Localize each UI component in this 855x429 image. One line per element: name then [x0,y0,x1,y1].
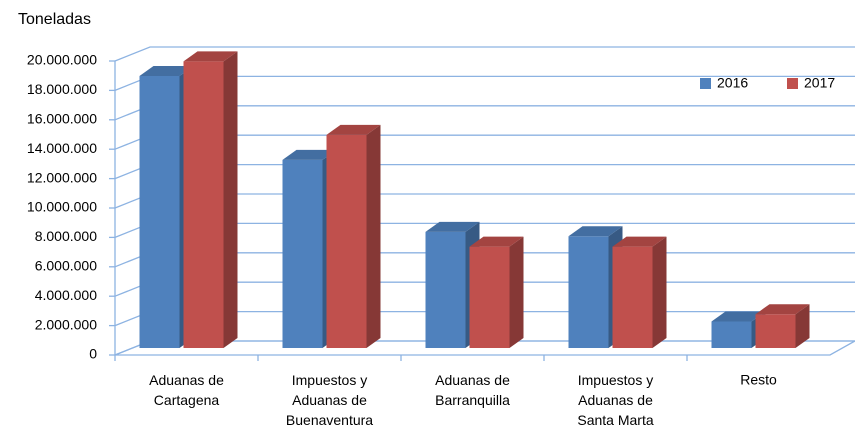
bar-top [755,304,810,315]
bar-top [425,221,480,232]
bar-side [795,304,810,348]
bar [755,304,810,348]
y-tick-label: 14.000.000 [27,140,97,156]
bar [183,51,238,348]
bar-top [469,236,524,247]
y-tick-label: 0 [89,346,97,362]
legend-label: 2017 [804,75,835,91]
bar-top [711,311,766,322]
y-tick-label: 4.000.000 [35,287,97,303]
x-tick-label: Resto [740,372,777,388]
bar-top [326,124,381,135]
y-tick-label: 18.000.000 [27,81,97,97]
bar-front [469,246,510,348]
y-axis-label: Toneladas [18,11,91,28]
bar-top [183,51,238,62]
bar-front [183,61,224,348]
bar-front [711,321,752,348]
x-tick-label: Aduanas de Cartagena [149,372,224,408]
legend-swatch [700,78,711,89]
y-tick-label: 12.000.000 [27,169,97,185]
bar [612,236,667,348]
bar-front [425,231,466,348]
bar-front [139,76,180,349]
bar-front [326,134,367,348]
y-tick-label: 16.000.000 [27,111,97,127]
bar-top [612,236,667,247]
y-tick-label: 10.000.000 [27,199,97,215]
bar-front [568,236,609,348]
legend-label: 2016 [717,75,748,91]
bar-side [509,236,524,348]
bar [326,124,381,348]
bar-side [366,124,381,348]
bar-front [755,314,796,348]
bar-top [139,66,194,77]
bar-front [282,159,323,348]
bar-front [612,246,653,348]
x-tick-label: Impuestos y Aduanas de Buenaventura [286,372,373,428]
bar-top [282,149,337,160]
x-tick-label: Aduanas de Barranquilla [435,372,510,408]
y-tick-label: 2.000.000 [35,316,97,332]
grid-line [114,46,855,62]
bar-top [568,226,623,237]
bar [711,311,766,348]
y-tick-label: 6.000.000 [35,258,97,274]
y-tick-label: 20.000.000 [27,52,97,68]
legend-swatch [787,78,798,89]
bar-side [652,236,667,348]
y-tick-label: 8.000.000 [35,228,97,244]
bar [469,236,524,348]
bar-side [223,51,238,348]
x-tick-label: Impuestos y Aduanas de Santa Marta [577,372,653,428]
